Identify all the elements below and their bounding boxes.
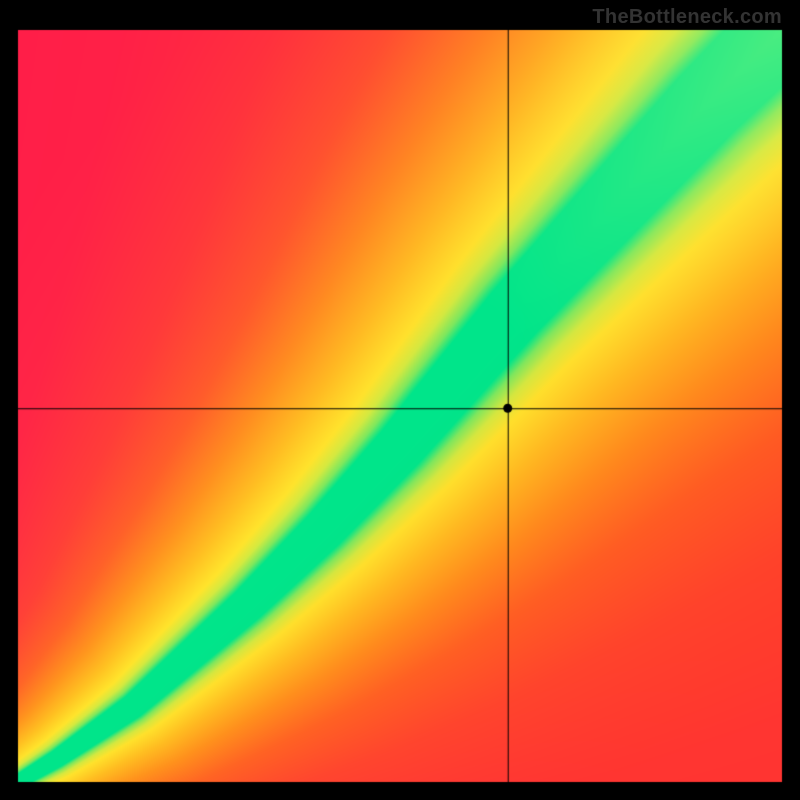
bottleneck-heatmap — [0, 0, 800, 800]
watermark-text: TheBottleneck.com — [592, 6, 782, 29]
chart-container: TheBottleneck.com — [0, 0, 800, 800]
